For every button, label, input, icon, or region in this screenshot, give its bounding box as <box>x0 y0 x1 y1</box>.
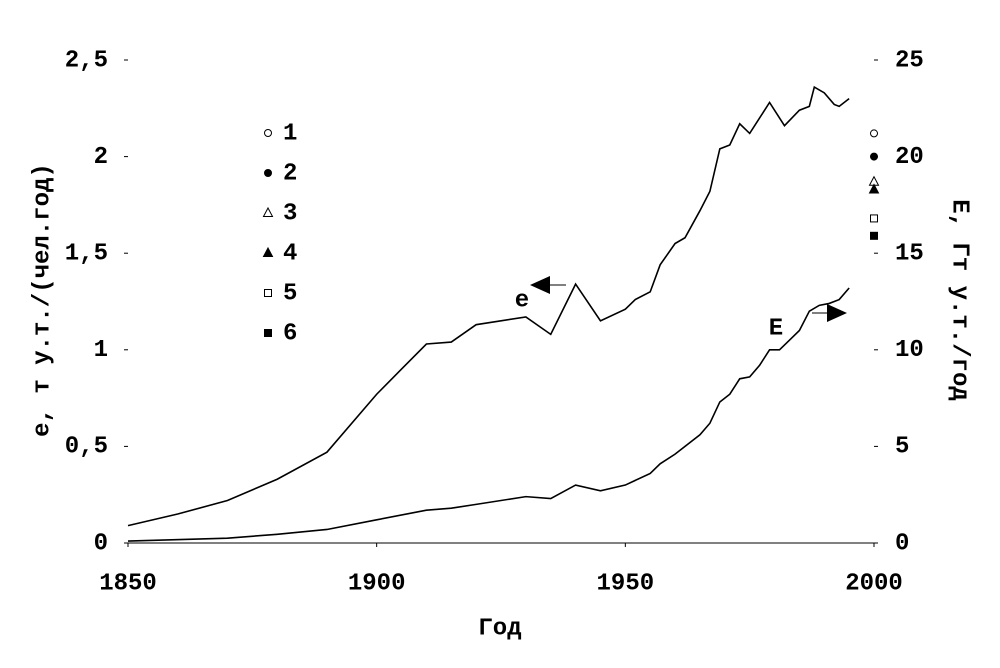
legend-marker <box>264 129 272 137</box>
legend-label: 5 <box>283 280 297 307</box>
point <box>870 214 878 223</box>
y2-tick-label: 0 <box>895 530 909 557</box>
y-axis-label: e, т у.т./(чел.год) <box>29 163 56 437</box>
y-tick-label: 2,5 <box>65 47 108 74</box>
y2-tick-label: 15 <box>895 241 924 268</box>
legend-marker <box>264 329 272 337</box>
legend-label: 1 <box>283 120 297 147</box>
x-tick-label: 1850 <box>99 570 157 597</box>
x-axis-label: Год <box>478 615 521 642</box>
y2-tick-label: 25 <box>895 47 924 74</box>
y2-tick-label: 10 <box>895 337 924 364</box>
line <box>127 85 850 527</box>
y-tick-label: 2 <box>94 144 108 171</box>
y2-tick-label: 20 <box>895 144 924 171</box>
arrow-head <box>530 276 550 294</box>
legend-marker <box>262 206 274 217</box>
x-tick-label: 1900 <box>348 570 406 597</box>
line <box>127 287 850 542</box>
y-tick-label: 0 <box>94 530 108 557</box>
y2-tick-label: 5 <box>895 434 909 461</box>
point <box>870 231 878 240</box>
annotation: e <box>515 287 529 314</box>
y2-axis-label: E, Гт у.т./год <box>946 199 973 401</box>
point <box>870 129 878 138</box>
legend-label: 4 <box>283 240 297 267</box>
legend-marker <box>264 169 272 177</box>
arrow-head <box>827 304 847 322</box>
legend-marker <box>262 246 274 257</box>
y-tick-label: 0,5 <box>65 434 108 461</box>
legend-label: 3 <box>283 200 297 227</box>
point <box>870 152 878 161</box>
x-tick-label: 1950 <box>597 570 655 597</box>
x-tick-label: 2000 <box>845 570 903 597</box>
y-tick-label: 1 <box>94 337 108 364</box>
legend-label: 2 <box>283 160 297 187</box>
legend-label: 6 <box>283 320 297 347</box>
y-tick-label: 1,5 <box>65 241 108 268</box>
annotation: E <box>769 315 783 342</box>
point <box>868 183 880 194</box>
legend-marker <box>264 289 272 297</box>
